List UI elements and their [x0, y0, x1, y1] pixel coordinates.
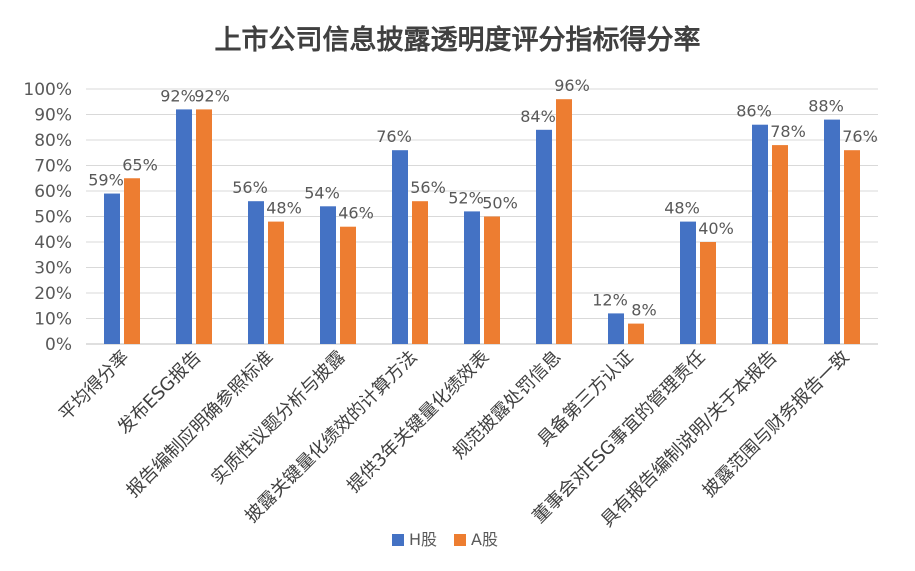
- bar-h: [248, 201, 264, 344]
- x-tick-label: 实质性议题分析与披露: [207, 347, 349, 489]
- data-label: 92%: [160, 86, 196, 105]
- data-label: 76%: [842, 127, 878, 146]
- data-label: 78%: [770, 122, 806, 141]
- data-label: 88%: [808, 97, 844, 116]
- data-label: 65%: [122, 155, 158, 174]
- legend-swatch: [454, 534, 466, 546]
- bar-a: [124, 178, 140, 344]
- y-tick-label: 90%: [34, 106, 72, 126]
- bar-h: [824, 119, 840, 344]
- y-tick-label: 80%: [34, 131, 72, 151]
- x-tick-label: 披露范围与财务报告一致: [699, 347, 854, 502]
- data-label: 8%: [631, 301, 656, 320]
- x-tick-label: 提供3年关键量化绩效表: [343, 347, 493, 497]
- y-tick-label: 70%: [34, 157, 72, 177]
- y-tick-label: 10%: [34, 310, 72, 330]
- data-label: 76%: [376, 127, 412, 146]
- data-label: 56%: [410, 178, 446, 197]
- bar-a: [196, 109, 212, 345]
- legend-label: H股: [409, 530, 437, 549]
- x-tick-label: 平均得分率: [55, 347, 133, 425]
- legend-swatch: [392, 534, 404, 546]
- y-tick-label: 100%: [23, 80, 72, 100]
- bar-a: [412, 201, 428, 344]
- data-label: 56%: [232, 178, 268, 197]
- y-tick-label: 0%: [45, 335, 72, 355]
- y-tick-label: 60%: [34, 182, 72, 202]
- bar-a: [556, 99, 572, 344]
- bar-h: [752, 124, 768, 344]
- y-tick-label: 20%: [34, 284, 72, 304]
- data-label: 50%: [482, 194, 518, 213]
- data-label: 96%: [554, 76, 590, 95]
- x-tick-label: 报告编制应明确参照标准: [123, 347, 278, 502]
- bar-a: [340, 226, 356, 344]
- bar-a: [628, 323, 644, 344]
- bar-h: [608, 313, 624, 344]
- chart-title: 上市公司信息披露透明度评分指标得分率: [214, 25, 701, 56]
- bar-a: [700, 242, 716, 344]
- bar-h: [320, 206, 336, 344]
- bar-a: [772, 145, 788, 344]
- data-label: 46%: [338, 204, 374, 223]
- bar-h: [392, 150, 408, 344]
- bar-h: [104, 193, 120, 344]
- y-tick-label: 30%: [34, 259, 72, 279]
- data-label: 48%: [664, 199, 700, 218]
- bar-h: [680, 221, 696, 344]
- data-label: 52%: [448, 188, 484, 207]
- bar-h: [464, 211, 480, 344]
- data-label: 84%: [520, 107, 556, 126]
- bar-a: [268, 221, 284, 344]
- data-label: 92%: [194, 86, 230, 105]
- y-tick-label: 40%: [34, 233, 72, 253]
- data-label: 86%: [736, 102, 772, 121]
- data-label: 54%: [304, 183, 340, 202]
- data-label: 12%: [592, 290, 628, 309]
- legend-label: A股: [471, 530, 498, 549]
- y-tick-label: 50%: [34, 208, 72, 228]
- bar-a: [484, 216, 500, 344]
- data-label: 59%: [88, 171, 124, 190]
- data-label: 40%: [698, 219, 734, 238]
- bar-h: [536, 129, 552, 344]
- data-label: 48%: [266, 199, 302, 218]
- bar-h: [176, 109, 192, 345]
- bar-a: [844, 150, 860, 344]
